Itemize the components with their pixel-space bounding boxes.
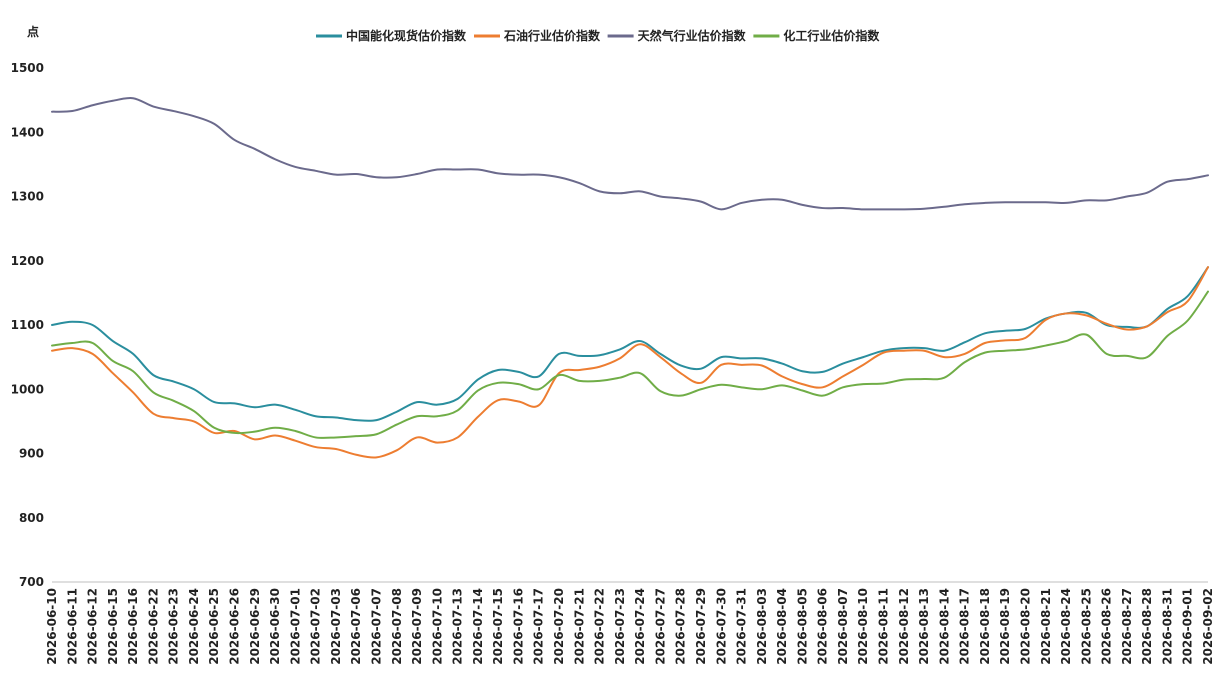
x-tick-label: 2026-08-28 (1140, 588, 1154, 665)
legend: 中国能化现货估价指数 石油行业估价指数 天然气行业估价指数 化工行业估价指数 (316, 28, 880, 43)
x-tick-label: 2026-08-25 (1079, 588, 1093, 665)
x-tick-label: 2026-07-31 (735, 588, 749, 665)
y-tick-label: 1300 (11, 190, 44, 204)
x-tick-label: 2026-09-02 (1201, 588, 1215, 665)
x-tick-label: 2026-08-10 (856, 588, 870, 665)
x-tick-label: 2026-07-20 (552, 588, 566, 665)
x-tick-label: 2026-08-26 (1100, 588, 1114, 665)
x-tick-label: 2026-07-29 (694, 588, 708, 665)
x-tick-label: 2026-07-06 (349, 588, 363, 665)
x-tick-label: 2026-06-29 (248, 588, 262, 665)
x-tick-label: 2026-06-22 (146, 588, 160, 665)
x-tick-label: 2026-06-24 (187, 588, 201, 665)
x-tick-label: 2026-06-26 (228, 588, 242, 665)
x-tick-label: 2026-09-01 (1181, 588, 1195, 665)
x-tick-label: 2026-08-11 (877, 588, 891, 665)
x-tick-label: 2026-07-24 (633, 588, 647, 665)
x-tick-label: 2026-06-23 (167, 588, 181, 665)
series-line-1 (51, 266, 1209, 459)
x-tick-label: 2026-07-13 (451, 588, 465, 665)
x-tick-label: 2026-08-13 (917, 588, 931, 665)
x-tick-label: 2026-07-01 (288, 588, 302, 665)
x-tick-label: 2026-07-07 (369, 588, 383, 665)
x-tick-label: 2026-08-14 (937, 588, 951, 665)
x-tick-label: 2026-07-22 (593, 588, 607, 665)
x-tick-label: 2026-06-12 (86, 588, 100, 665)
legend-label-3: 化工行业估价指数 (783, 28, 880, 43)
y-tick-label: 700 (19, 575, 44, 589)
x-tick-label: 2026-08-17 (958, 588, 972, 665)
x-tick-label: 2026-06-15 (106, 588, 120, 665)
series-line-3 (51, 290, 1209, 439)
x-tick-label: 2026-06-11 (65, 588, 79, 665)
y-tick-label: 1100 (11, 318, 44, 332)
x-tick-label: 2026-06-10 (45, 588, 59, 665)
y-tick-label: 1000 (11, 382, 44, 396)
x-tick-label: 2026-07-30 (714, 588, 728, 665)
x-tick-label: 2026-07-21 (572, 588, 586, 665)
x-tick-label: 2026-07-17 (532, 588, 546, 665)
y-axis-unit-label: 点 (27, 24, 39, 39)
legend-label-1: 石油行业估价指数 (503, 28, 601, 43)
series-lines (51, 96, 1209, 459)
x-tick-label: 2026-06-25 (207, 588, 221, 665)
x-tick-label: 2026-07-14 (471, 588, 485, 665)
legend-label-2: 天然气行业估价指数 (638, 28, 747, 43)
y-tick-label: 800 (19, 511, 44, 525)
x-tick-label: 2026-07-23 (613, 588, 627, 665)
x-tick-label: 2026-06-30 (268, 588, 282, 665)
x-tick-label: 2026-08-05 (795, 588, 809, 665)
x-tick-label: 2026-06-16 (126, 588, 140, 665)
x-tick-label: 2026-07-10 (430, 588, 444, 665)
x-tick-label: 2026-08-21 (1039, 588, 1053, 665)
x-tick-label: 2026-08-06 (816, 588, 830, 665)
x-tick-label: 2026-07-16 (511, 588, 525, 665)
y-tick-label: 1200 (11, 254, 44, 268)
x-tick-label: 2026-07-03 (329, 588, 343, 665)
x-tick-label: 2026-07-08 (390, 588, 404, 665)
y-tick-label: 1400 (11, 125, 44, 139)
x-axis-ticks: 2026-06-10 2026-06-11 2026-06-12 2026-06-15… (45, 588, 1215, 665)
x-tick-label: 2026-08-27 (1120, 588, 1134, 665)
x-tick-label: 2026-07-15 (491, 588, 505, 665)
x-tick-label: 2026-07-02 (309, 588, 323, 665)
y-tick-label: 1500 (11, 61, 44, 75)
series-line-2 (51, 96, 1209, 211)
x-tick-label: 2026-08-20 (1018, 588, 1032, 665)
y-tick-label: 900 (19, 447, 44, 461)
x-tick-label: 2026-08-18 (978, 588, 992, 665)
x-tick-label: 2026-08-03 (755, 588, 769, 665)
x-tick-label: 2026-08-07 (836, 588, 850, 665)
y-axis-ticks: 700 800 900 1000 1100 1200 1300 1400 1500 (11, 61, 44, 589)
x-tick-label: 2026-07-28 (674, 588, 688, 665)
legend-label-0: 中国能化现货估价指数 (346, 28, 467, 43)
x-tick-label: 2026-08-19 (998, 588, 1012, 665)
series-line-0 (51, 266, 1209, 422)
x-tick-label: 2026-08-12 (897, 588, 911, 665)
x-tick-label: 2026-08-24 (1059, 588, 1073, 665)
x-tick-label: 2026-08-04 (775, 588, 789, 665)
x-tick-label: 2026-07-09 (410, 588, 424, 665)
x-tick-label: 2026-07-27 (653, 588, 667, 665)
x-tick-label: 2026-08-31 (1160, 588, 1174, 665)
